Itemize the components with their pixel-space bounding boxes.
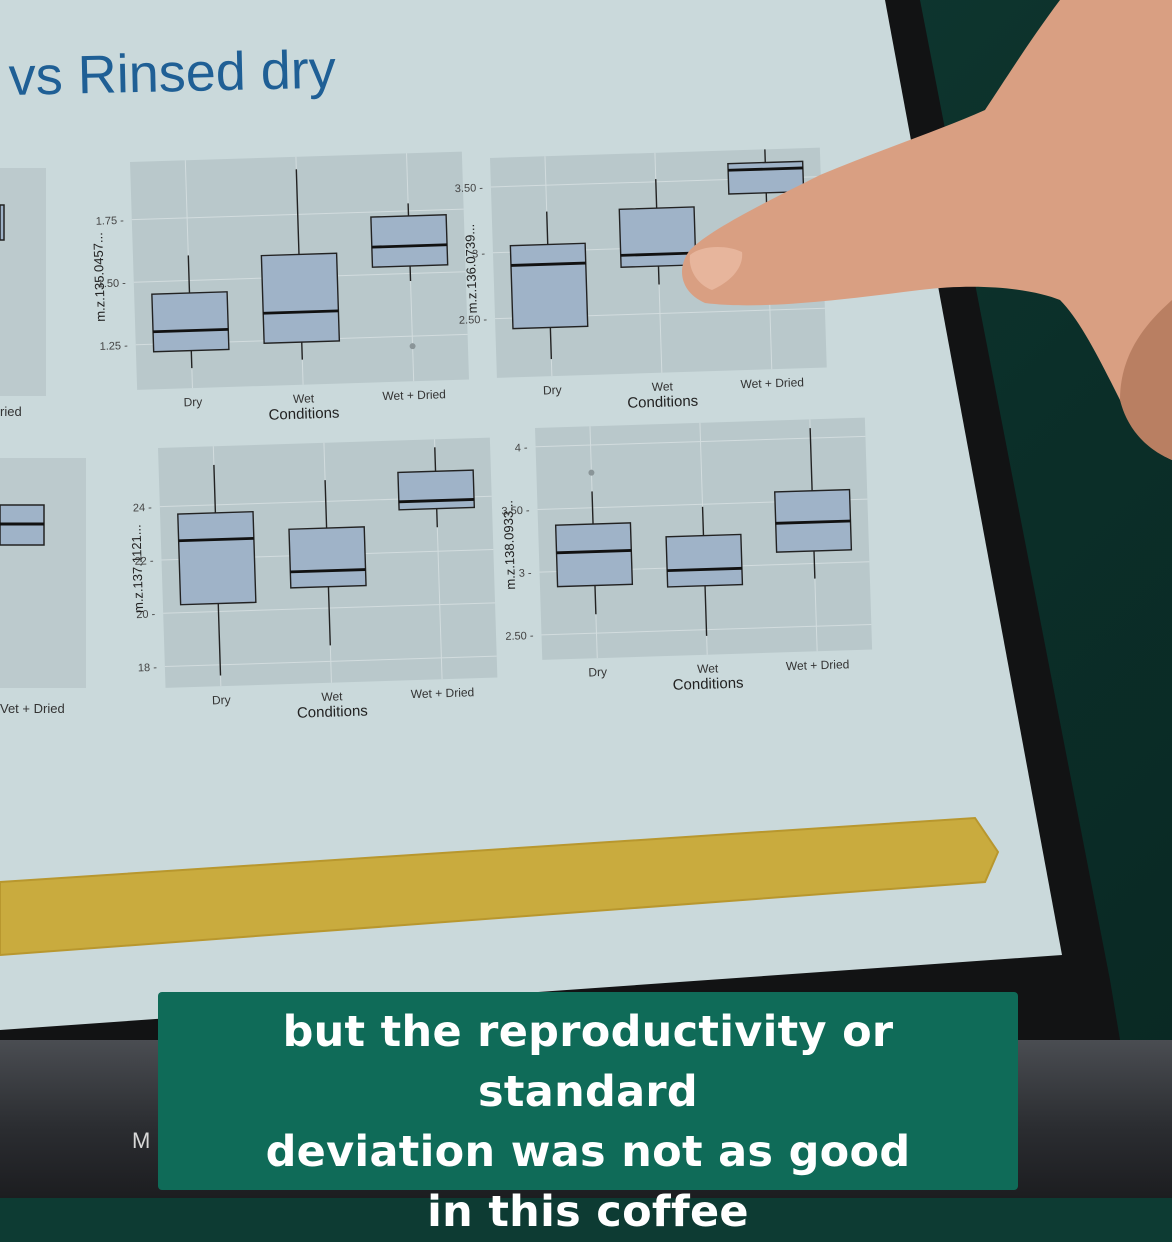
caption-line-2: deviation was not as good <box>170 1122 1006 1182</box>
caption-line-3: in this coffee <box>170 1182 1006 1242</box>
subtitle-caption: but the reproductivity or standard devia… <box>158 992 1018 1190</box>
caption-line-1: but the reproductivity or standard <box>170 1002 1006 1122</box>
hand-shape <box>682 0 1172 460</box>
